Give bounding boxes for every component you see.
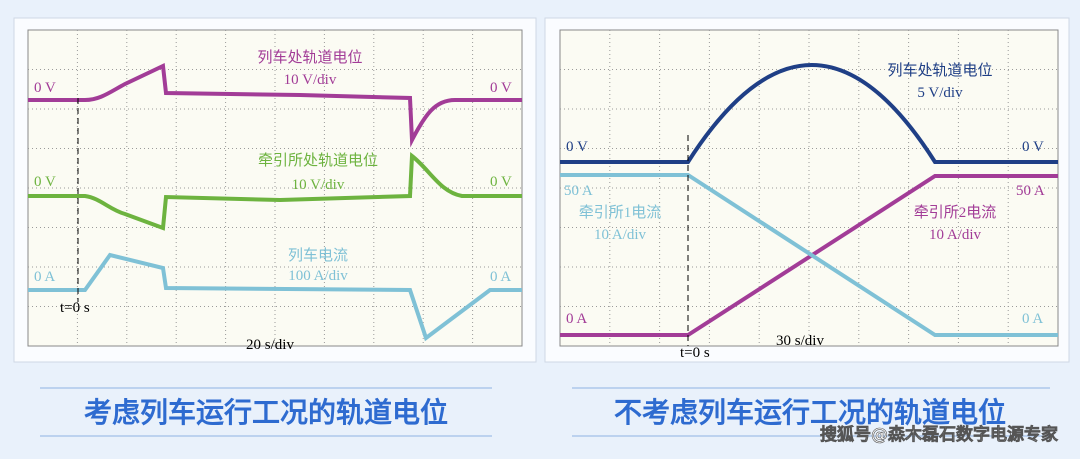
level: 0 A xyxy=(490,269,511,285)
watermark: 搜狐号@森木磊石数字电源专家 xyxy=(820,424,1058,445)
trace-scale: 100 A/div xyxy=(288,268,348,284)
trace-scale: 10 V/div xyxy=(292,177,345,193)
level: 0 V xyxy=(34,174,56,190)
trace-label: 牵引所1电流 xyxy=(579,204,662,221)
trace-label: 牵引所处轨道电位 xyxy=(258,152,378,169)
trace-label: 牵引所2电流 xyxy=(914,204,997,221)
trace-label: 列车电流 xyxy=(288,247,348,264)
trace-scale: 10 A/div xyxy=(594,227,647,243)
time-marker: t=0 s xyxy=(60,300,90,316)
trace-label: 列车处轨道电位 xyxy=(887,62,992,79)
level: 0 A xyxy=(566,311,587,327)
trace-scale: 10 A/div xyxy=(929,227,982,243)
level: 50 A xyxy=(564,183,593,199)
time-marker: t=0 s xyxy=(680,345,710,361)
level: 0 V xyxy=(566,139,588,155)
caption: 考虑列车运行工况的轨道电位 xyxy=(84,396,448,429)
trace xyxy=(560,63,1058,164)
trace-scale: 10 V/div xyxy=(284,72,337,88)
trace xyxy=(28,152,522,231)
level: 0 A xyxy=(1022,311,1043,327)
level: 0 V xyxy=(490,174,512,190)
trace-scale: 5 V/div xyxy=(917,85,963,101)
trace xyxy=(28,252,522,342)
trace xyxy=(28,62,522,148)
level: 0 V xyxy=(34,80,56,96)
trace xyxy=(560,173,1058,337)
level: 0 V xyxy=(1022,139,1044,155)
traces xyxy=(28,62,1058,342)
level: 0 V xyxy=(490,80,512,96)
caption: 不考虑列车运行工况的轨道电位 xyxy=(614,396,1006,429)
timebase: 20 s/div xyxy=(246,337,294,353)
level: 0 A xyxy=(34,269,55,285)
trace-label: 列车处轨道电位 xyxy=(257,49,362,66)
level: 50 A xyxy=(1016,183,1045,199)
timebase: 30 s/div xyxy=(776,333,824,349)
